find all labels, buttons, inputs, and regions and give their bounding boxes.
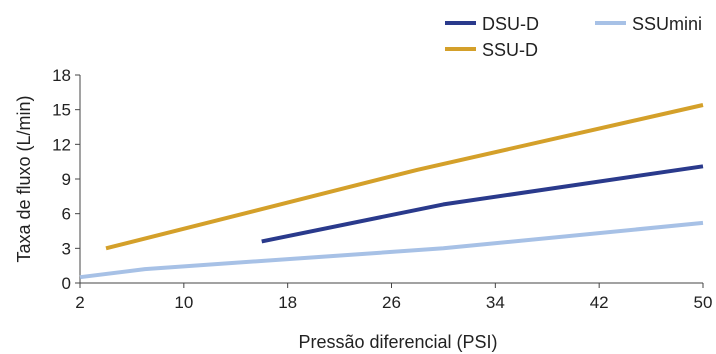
legend-label-dsu-d: DSU-D [482, 14, 539, 34]
series-group [79, 103, 704, 280]
y-tick-label: 12 [52, 135, 71, 154]
x-tick-label: 50 [694, 293, 713, 312]
y-tick-label: 6 [62, 205, 71, 224]
legend-label-ssumini: SSUmini [632, 14, 702, 34]
series-line-ssu-d [105, 103, 704, 251]
x-tick-label: 34 [486, 293, 505, 312]
x-tick-label: 10 [174, 293, 193, 312]
y-tick-label: 18 [52, 66, 71, 85]
legend-item-ssumini: SSUmini [595, 14, 702, 34]
legend-label-ssu-d: SSU-D [482, 40, 538, 60]
x-tick-label: 42 [590, 293, 609, 312]
y-tick-label: 0 [62, 274, 71, 293]
series-line-dsu-d [261, 164, 704, 244]
x-tick-group: 2 10 18 26 34 42 50 [75, 283, 712, 312]
y-tick-label: 3 [62, 239, 71, 258]
legend-item-ssu-d: SSU-D [445, 40, 538, 60]
x-tick-label: 2 [75, 293, 84, 312]
legend: DSU-D SSU-D SSUmini [445, 14, 702, 60]
legend-item-dsu-d: DSU-D [445, 14, 539, 34]
x-tick-label: 18 [278, 293, 297, 312]
y-axis-title: Taxa de fluxo (L/min) [14, 95, 34, 262]
y-tick-label: 15 [52, 101, 71, 120]
x-tick-label: 26 [382, 293, 401, 312]
y-tick-group: 0 3 6 9 12 15 18 [52, 66, 80, 293]
x-axis-title: Pressão diferencial (PSI) [298, 332, 497, 352]
series-line-ssumini [79, 220, 704, 280]
y-tick-label: 9 [62, 170, 71, 189]
